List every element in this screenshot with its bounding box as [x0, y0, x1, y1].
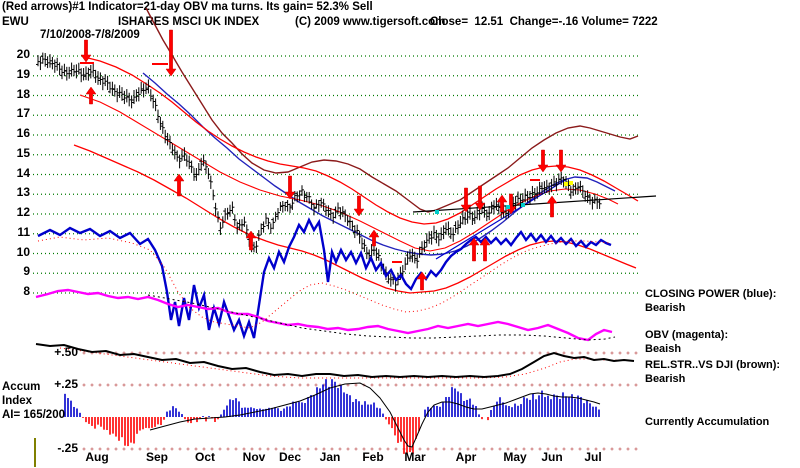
price-ma-blue-line — [142, 72, 616, 256]
price-axis-label: 9 — [23, 264, 30, 279]
upper-band-line — [83, 56, 639, 225]
obv-ma-dotted — [147, 294, 616, 341]
date-range: 7/10/2008-7/8/2009 — [40, 29, 140, 41]
price-axis-label: 11 — [17, 224, 30, 239]
accum-label-1: Accum — [2, 381, 41, 393]
sell-arrow-icon — [165, 29, 177, 77]
closing-power-line — [37, 217, 612, 340]
obv-line — [35, 288, 613, 342]
month-label: Jan — [319, 450, 341, 464]
month-label: Jul — [584, 450, 602, 464]
marker-dot — [506, 205, 510, 209]
marker-dot — [564, 182, 568, 186]
lower-band-line — [73, 144, 637, 294]
accumulation-status: Currently Accumulation — [645, 416, 770, 428]
accum-index-line — [35, 343, 635, 379]
month-label: Nov — [242, 450, 266, 464]
price-axis-label: 15 — [16, 145, 30, 160]
price-axis-label: 14 — [16, 165, 30, 180]
marker-dot — [569, 181, 573, 185]
price-axis-label: 12 — [16, 205, 30, 219]
obv-label: OBV (magenta): — [645, 329, 729, 341]
rel-str-state: Bearish — [645, 373, 686, 385]
rel-str-label: REL.STR..VS DJI (brown): — [645, 359, 781, 371]
month-label: Sep — [145, 450, 168, 464]
price-axis-label: 18 — [16, 86, 30, 101]
chart-title: ISHARES MSCI UK INDEX — [118, 16, 260, 28]
tick-row-1 — [82, 383, 638, 387]
copyright-text: (C) 2009 www.tigersoft.com — [295, 16, 446, 28]
relative-strength-line — [145, 7, 639, 213]
sell-arrow-icon — [460, 187, 472, 213]
sell-arrow-icon — [284, 175, 296, 200]
sell-arrow-icon — [555, 149, 567, 173]
buy-arrow-icon — [173, 173, 185, 197]
buy-arrow-icon — [496, 194, 508, 213]
marker-dot — [521, 203, 525, 207]
month-label: May — [503, 450, 527, 464]
quote-stats: Close= 12.51 Change=-.16 Volume= 7222 — [430, 16, 658, 28]
closing-power-state: Bearish — [645, 302, 686, 314]
marker-dot — [435, 210, 439, 214]
accum-index-value: AI= 165/200 — [2, 409, 65, 421]
obv-state: Beaish — [645, 343, 682, 355]
buy-arrow-icon — [85, 86, 97, 105]
buy-arrow-icon — [416, 271, 428, 291]
sell-arrow-icon — [537, 149, 549, 173]
sell-arrow-icon — [80, 39, 92, 63]
buy-arrow-icon — [479, 237, 491, 262]
month-label: Dec — [278, 450, 301, 464]
scale-label-plus50: +.50 — [54, 345, 78, 359]
scale-label-minus25: -.25 — [57, 441, 78, 455]
ticker-symbol: EWU — [2, 16, 29, 28]
price-axis-label: 20 — [16, 47, 30, 61]
middle-band-line — [79, 94, 619, 252]
scale-label-plus25: +.25 — [54, 377, 78, 391]
price-axis-label: 10 — [16, 244, 30, 259]
tick-row-0 — [82, 351, 638, 355]
month-label: Jun — [541, 450, 563, 464]
month-label: Aug — [85, 450, 109, 464]
histogram-ma-line — [149, 382, 601, 448]
month-label: Apr — [455, 450, 477, 464]
price-axis-label: 16 — [16, 126, 30, 140]
buy-arrow-icon — [245, 230, 257, 251]
price-axis-label: 8 — [23, 284, 30, 298]
price-axis-label: 19 — [16, 66, 30, 81]
price-axis-label: 13 — [16, 185, 30, 200]
sell-arrow-icon — [353, 195, 365, 217]
closing-power-label: CLOSING POWER (blue): — [645, 288, 777, 300]
accum-histogram — [64, 379, 600, 454]
indicator-summary-text: (Red arrows)#1 Indicator=21-day OBV ma t… — [2, 1, 373, 13]
buy-arrow-icon — [468, 237, 480, 262]
black-trendline — [412, 195, 657, 213]
closing-power-ma-dotted — [37, 236, 611, 329]
price-bars — [36, 52, 602, 292]
price-axis-label: 17 — [16, 106, 30, 121]
month-label: Mar — [404, 450, 426, 464]
month-label: Feb — [362, 450, 384, 464]
buy-arrow-icon — [368, 229, 380, 247]
month-label: Oct — [194, 450, 215, 464]
tick-row-2 — [82, 447, 638, 451]
accum-label-2: Index — [2, 395, 33, 407]
sell-arrow-icon — [474, 185, 486, 211]
buy-arrow-icon — [546, 195, 558, 218]
blue-trendline — [435, 178, 568, 260]
